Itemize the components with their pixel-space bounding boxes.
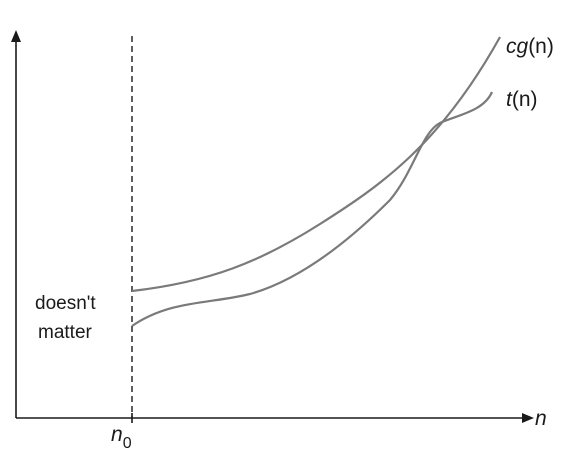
x-axis-label: n	[535, 407, 547, 430]
t-n-curve	[131, 91, 494, 327]
cg-n-curve	[131, 36, 501, 293]
doesnt-matter-line1: doesn't	[35, 293, 96, 314]
t-n-label: t(n)	[506, 88, 538, 111]
n0-label: n0	[111, 423, 132, 452]
doesnt-matter-line2: matter	[38, 322, 93, 343]
cg-n-label: cg(n)	[506, 35, 554, 58]
